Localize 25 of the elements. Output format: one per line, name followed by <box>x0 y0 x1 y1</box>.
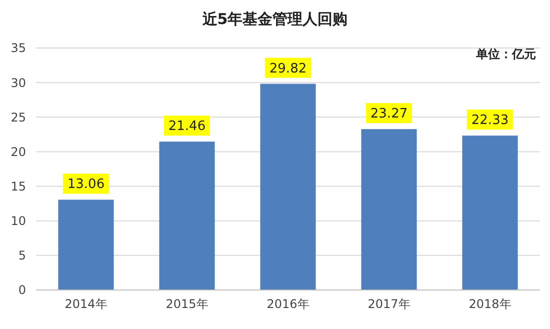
y-tick-label: 20 <box>10 144 26 159</box>
data-label: 29.82 <box>269 61 307 76</box>
bar <box>462 136 518 290</box>
bar <box>159 142 215 290</box>
data-label: 21.46 <box>168 119 206 134</box>
x-tick-label: 2014年 <box>64 297 108 311</box>
chart-title: 近5年基金管理人回购 <box>201 10 348 28</box>
y-tick-label: 15 <box>10 179 26 194</box>
y-tick-label: 30 <box>10 76 26 90</box>
y-tick-label: 35 <box>10 41 26 56</box>
y-tick-label: 25 <box>10 110 26 124</box>
bar <box>361 129 417 290</box>
x-tick-label: 2016年 <box>266 297 310 311</box>
y-tick-label: 5 <box>18 248 26 263</box>
y-tick-label: 10 <box>10 214 26 228</box>
x-tick-label: 2018年 <box>468 297 512 311</box>
x-tick-label: 2017年 <box>368 297 410 311</box>
data-label: 13.06 <box>67 177 105 192</box>
bar <box>260 84 316 290</box>
data-label: 23.27 <box>370 106 408 122</box>
annotation: 单位：亿元 <box>475 47 536 61</box>
y-tick-label: 0 <box>18 283 26 298</box>
data-label: 22.33 <box>471 113 509 128</box>
bar <box>58 200 114 290</box>
x-tick-label: 2015年 <box>166 297 208 311</box>
